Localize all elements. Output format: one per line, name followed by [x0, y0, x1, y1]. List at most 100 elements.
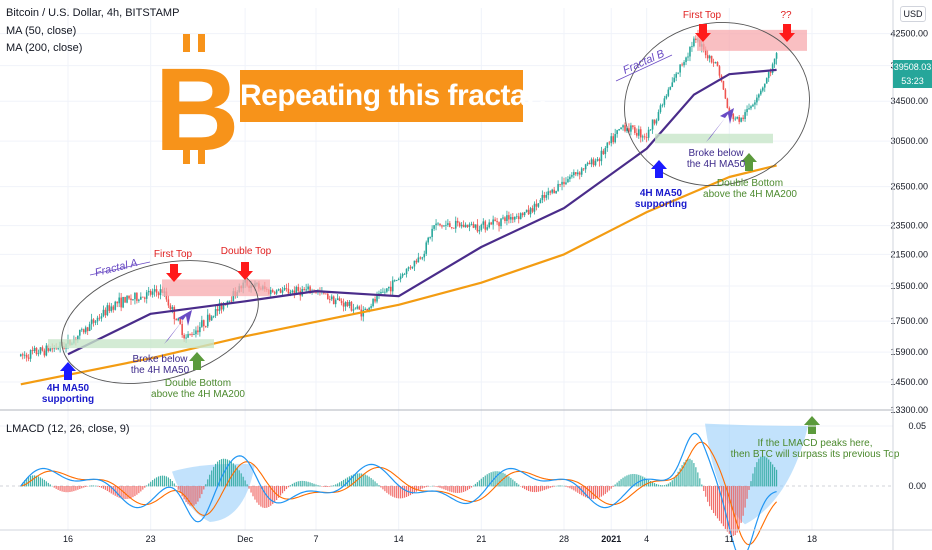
histogram-bar [671, 480, 673, 487]
candle [328, 295, 331, 304]
candle [33, 345, 36, 353]
histogram-bar [203, 486, 205, 490]
candle [429, 236, 431, 240]
histogram-bar [689, 458, 691, 487]
histogram-bar [362, 473, 364, 487]
histogram-bar [386, 486, 388, 493]
histogram-bar [443, 486, 445, 490]
candle [140, 292, 142, 300]
candle [484, 219, 487, 233]
candle [576, 169, 579, 177]
time-tick-label: 18 [807, 534, 817, 544]
candle [502, 214, 504, 220]
candle [195, 326, 197, 338]
histogram-bar [228, 460, 230, 487]
histogram-bar [293, 482, 295, 487]
candle [350, 301, 353, 312]
histogram-bar [608, 486, 610, 491]
macd-shade-a [172, 463, 255, 522]
histogram-bar [339, 482, 341, 487]
histogram-bar [687, 458, 689, 487]
histogram-bar [73, 486, 75, 492]
candle [606, 142, 609, 152]
candle [401, 272, 404, 279]
currency-badge[interactable]: USD [900, 6, 926, 22]
histogram-bar [464, 486, 467, 492]
histogram-bar [195, 486, 197, 505]
histogram-bar [592, 486, 595, 500]
histogram-bar [526, 486, 528, 491]
candle [130, 294, 132, 305]
candle [397, 277, 400, 281]
candle [775, 52, 778, 65]
histogram-bar [587, 486, 589, 499]
histogram-bar [646, 478, 648, 487]
candle [388, 286, 390, 292]
price-tick-label: 42500.00 [890, 29, 928, 39]
candle [393, 279, 396, 283]
histogram-bar [529, 486, 532, 492]
candle [417, 252, 420, 263]
time-tick-label: 11 [725, 534, 734, 544]
candle [305, 283, 307, 293]
candle [423, 250, 426, 262]
candle [677, 72, 679, 75]
moving-averages [20, 68, 777, 386]
histogram-bar [218, 460, 221, 487]
histogram-bar [136, 486, 138, 495]
histogram-bar [350, 475, 353, 487]
last-price-tag: 39508.03 [893, 60, 932, 74]
candle [35, 347, 38, 356]
histogram-bar [588, 486, 591, 499]
symbol-title[interactable]: Bitcoin / U.S. Dollar, 4h, BITSTAMP [6, 7, 180, 19]
candle [506, 210, 508, 226]
histogram-bar [240, 473, 242, 487]
histogram-bar [92, 485, 95, 487]
candle [108, 302, 111, 314]
candle [110, 303, 113, 313]
histogram-bar [301, 480, 303, 487]
fractal-a-ellipse [61, 260, 259, 384]
candle [744, 109, 746, 122]
candle [641, 134, 644, 142]
histogram-bar [116, 486, 118, 497]
candle [159, 284, 162, 300]
candle [21, 352, 24, 360]
candle [352, 303, 355, 314]
histogram-bar [372, 479, 374, 487]
candle [746, 105, 748, 116]
ma50-legend[interactable]: MA (50, close) [6, 25, 77, 37]
ma200-legend[interactable]: MA (200, close) [6, 42, 83, 54]
candle [447, 219, 449, 227]
histogram-bar [138, 486, 140, 494]
histogram-bar [567, 486, 569, 488]
candle [120, 292, 122, 312]
candle [512, 212, 514, 224]
candle [80, 327, 83, 332]
histogram-bar [659, 485, 662, 487]
lmacd-legend[interactable]: LMACD (12, 26, close, 9) [6, 423, 130, 435]
candle [748, 103, 750, 110]
histogram-bar [695, 467, 697, 487]
histogram-bar [699, 478, 701, 487]
candle [439, 223, 441, 227]
histogram-bar [163, 475, 166, 487]
histogram-bar [571, 486, 573, 490]
support-a-label: 4H MA50 supporting [42, 383, 94, 405]
histogram-bar [215, 463, 217, 487]
candle [210, 315, 213, 322]
candle [580, 167, 583, 177]
candle [330, 294, 333, 302]
histogram-bar [285, 486, 288, 490]
candle [590, 157, 593, 168]
candle [645, 132, 648, 143]
candle [206, 309, 209, 328]
histogram-bar [252, 486, 254, 497]
histogram-bar [675, 474, 677, 487]
countdown-tag: 53:23 [893, 74, 932, 88]
candle [208, 313, 211, 323]
histogram-bar [409, 486, 412, 496]
histogram-bar [335, 484, 337, 487]
